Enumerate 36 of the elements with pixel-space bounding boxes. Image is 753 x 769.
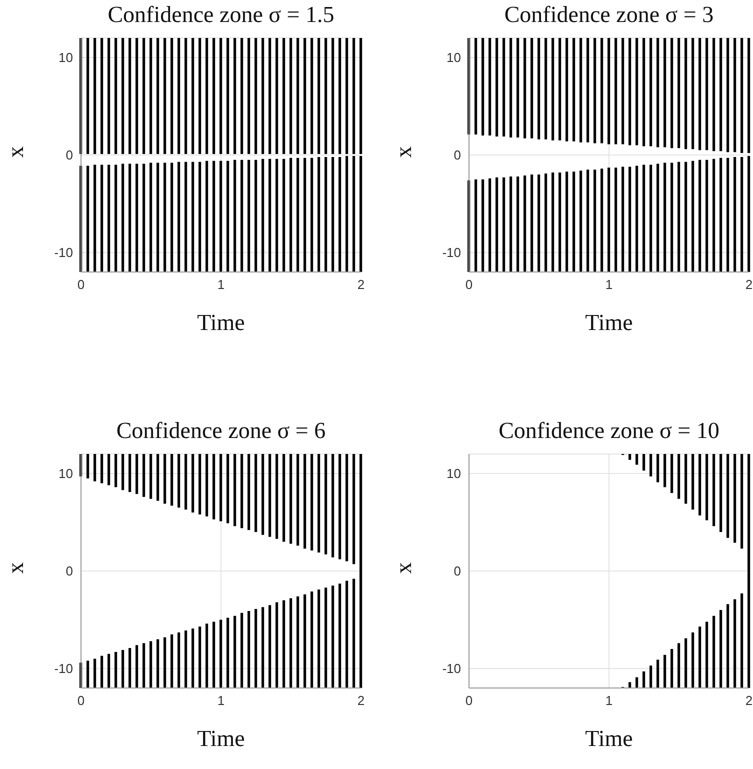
x-tick-label: 0 (465, 693, 473, 708)
chart-title: Confidence zone σ = 3 (503, 1, 715, 29)
x-tick-label: 1 (217, 693, 225, 708)
chart-title: Confidence zone σ = 6 (115, 417, 327, 445)
y-tick-label: 10 (58, 50, 73, 66)
x-axis-title: Time (196, 310, 246, 336)
x-axis-title: Time (584, 726, 634, 752)
y-tick-label: 0 (66, 148, 73, 163)
x-tick-label: 1 (605, 693, 613, 708)
y-tick-label: -10 (442, 245, 461, 260)
x-tick-label: 0 (77, 693, 85, 708)
y-tick-label: 10 (58, 466, 73, 482)
x-axis-title: Time (584, 310, 634, 336)
y-axis-title: x (3, 146, 29, 158)
x-tick-label: 0 (77, 277, 85, 292)
chart-title: Confidence zone σ = 10 (498, 417, 720, 445)
y-tick-label: -10 (54, 661, 73, 676)
x-tick-label: 2 (357, 693, 365, 708)
x-tick-label: 1 (605, 277, 613, 292)
y-tick-label: -10 (54, 245, 73, 260)
x-tick-label: 2 (745, 277, 753, 292)
x-axis-title: Time (196, 726, 246, 752)
y-tick-label: 10 (446, 50, 461, 66)
y-tick-label: -10 (442, 661, 461, 676)
x-tick-label: 2 (745, 693, 753, 708)
y-tick-label: 0 (66, 564, 73, 579)
y-axis-title: x (391, 562, 417, 574)
x-tick-label: 0 (465, 277, 473, 292)
y-tick-label: 0 (454, 148, 461, 163)
y-tick-label: 10 (446, 466, 461, 482)
chart-title: Confidence zone σ = 1.5 (106, 1, 336, 29)
x-tick-label: 2 (357, 277, 365, 292)
y-axis-title: x (3, 562, 29, 574)
y-axis-title: x (391, 146, 417, 158)
x-tick-label: 1 (217, 277, 225, 292)
y-tick-label: 0 (454, 564, 461, 579)
